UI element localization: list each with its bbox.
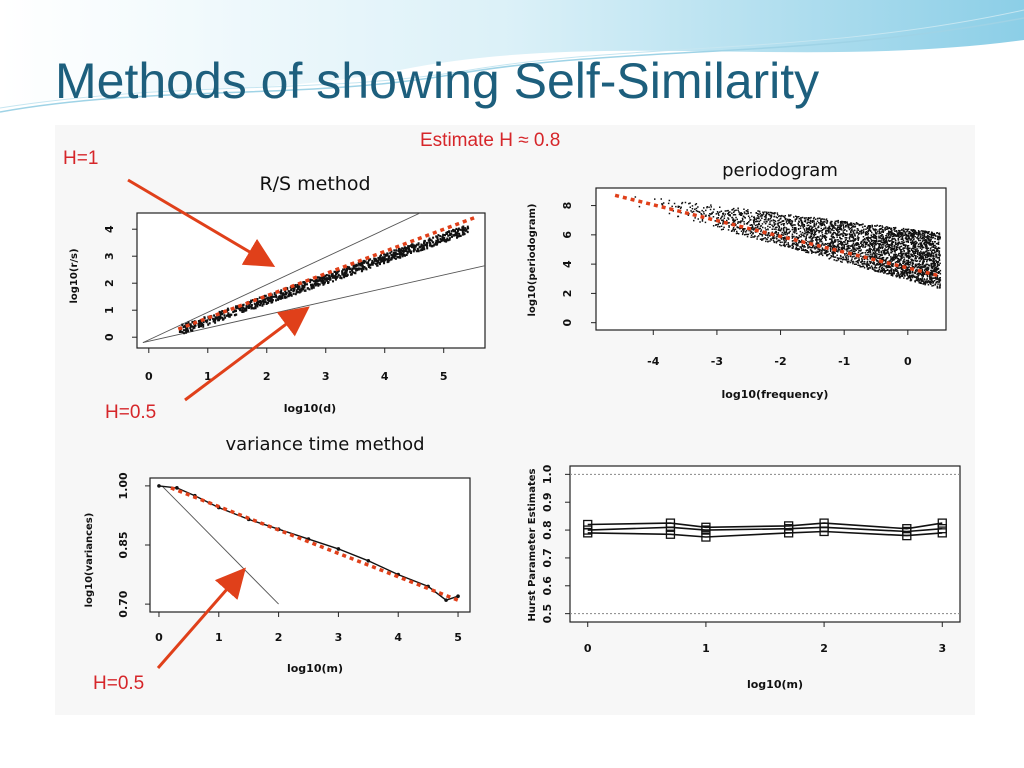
x-tick-label: 1 (702, 642, 710, 655)
y-tick-label: 4 (561, 260, 574, 268)
y-tick-label: 0.85 (117, 531, 130, 558)
y-axis-label: log10(periodogram) (527, 204, 538, 317)
arrow-h05-rs (184, 306, 310, 402)
annotation-estimate: Estimate H ≈ 0.8 (420, 130, 561, 151)
y-tick-label: 6 (561, 231, 574, 239)
x-tick-label: 0 (904, 355, 912, 368)
data-point (937, 528, 947, 538)
x-tick-label: 0 (155, 631, 163, 644)
x-tick-label: -1 (838, 355, 850, 368)
y-tick-label: 8 (561, 202, 574, 210)
header-waves (0, 0, 1024, 113)
data-point (665, 522, 676, 532)
chart-periodogram: periodogram log10(frequency) log10(periodo… (527, 160, 947, 401)
data-point (157, 484, 161, 488)
annotation-h05-rs: H=0.5 (105, 402, 157, 423)
plot-frame (569, 465, 961, 623)
y-tick-label: 0.70 (117, 590, 130, 617)
y-tick-label: 2 (103, 279, 116, 287)
annotation-h05-vt: H=0.5 (93, 673, 145, 694)
reference-line (142, 213, 421, 344)
plot-frame (595, 187, 947, 331)
y-axis-label: log10(variances) (84, 513, 95, 608)
x-tick-label: 2 (820, 642, 828, 655)
reference-line (161, 485, 279, 605)
data-point (701, 532, 711, 542)
data-point (175, 486, 179, 490)
x-tick-label: 3 (322, 370, 330, 383)
x-axis-label: log10(d) (284, 402, 336, 415)
x-axis-label: log10(frequency) (722, 388, 829, 401)
plot-area (570, 473, 960, 615)
y-tick-label: 2 (561, 290, 574, 298)
y-axis-label: Hurst Parameter Estimates (527, 468, 538, 621)
x-tick-label: 5 (454, 631, 462, 644)
x-tick-label: 0 (145, 370, 153, 383)
y-tick-label: 0.9 (541, 492, 554, 512)
x-tick-label: 4 (381, 370, 389, 383)
x-tick-label: 2 (263, 370, 271, 383)
x-tick-label: 4 (394, 631, 402, 644)
x-tick-label: -2 (774, 355, 786, 368)
y-tick-label: 0.7 (541, 548, 554, 568)
y-tick-label: 0.5 (541, 604, 554, 624)
y-axis-label: log10(r/s) (69, 248, 80, 303)
y-tick-label: 0 (561, 319, 574, 327)
y-tick-label: 3 (103, 252, 116, 260)
data-point (444, 598, 448, 602)
data-point (665, 529, 676, 539)
y-tick-label: 0.6 (541, 576, 554, 596)
annotation-h1: H=1 (63, 148, 99, 169)
header-wave-line (0, 9, 1024, 109)
x-tick-label: 5 (440, 370, 448, 383)
data-point (819, 526, 829, 537)
x-tick-label: 0 (584, 642, 592, 655)
data-point (366, 558, 371, 563)
y-tick-label: 0.8 (541, 520, 554, 540)
chart-title: variance time method (225, 434, 424, 455)
slide-title: Methods of showing Self-Similarity (55, 53, 820, 109)
y-tick-label: 4 (103, 225, 116, 233)
chart-title: R/S method (259, 173, 370, 195)
x-tick-label: 2 (275, 631, 283, 644)
data-point (336, 547, 341, 551)
arrow-h05-vt (156, 567, 246, 669)
header-wave-fill (0, 0, 1024, 110)
arrow-h1 (127, 178, 276, 268)
y-tick-label: 1 (103, 306, 116, 314)
chart-variance_time: variance time method log10(m) log10(varian… (84, 434, 471, 675)
series-line (587, 530, 943, 538)
reference-line (142, 265, 485, 344)
chart-rs: R/S method log10(d) log10(r/s) 0 1 2 3 4 5 0 1 2 3 4 (69, 173, 486, 415)
x-tick-label: 1 (204, 370, 212, 383)
chart-hurst: log10(m) Hurst Parameter Estimates 0 1 2 3 1.0… (527, 464, 961, 691)
x-tick-label: -3 (711, 355, 723, 368)
header-wave-line (0, 17, 1024, 113)
x-tick-label: 3 (938, 642, 946, 655)
data-point (902, 530, 912, 541)
data-point (583, 528, 593, 538)
y-tick-label: 0 (103, 333, 116, 341)
x-axis-label: log10(m) (287, 662, 343, 675)
x-tick-label: 3 (335, 631, 343, 644)
x-tick-label: -4 (647, 355, 660, 368)
data-point (783, 528, 794, 538)
chart-title: periodogram (722, 160, 838, 181)
y-tick-label: 1.00 (117, 472, 130, 499)
data-point (701, 525, 711, 535)
fit-line (170, 486, 459, 602)
x-tick-label: 1 (215, 631, 223, 644)
x-axis-label: log10(m) (747, 678, 803, 691)
y-tick-label: 1.0 (541, 464, 554, 484)
data-point (937, 518, 947, 528)
data-point (456, 594, 460, 599)
fit-line (177, 215, 477, 331)
